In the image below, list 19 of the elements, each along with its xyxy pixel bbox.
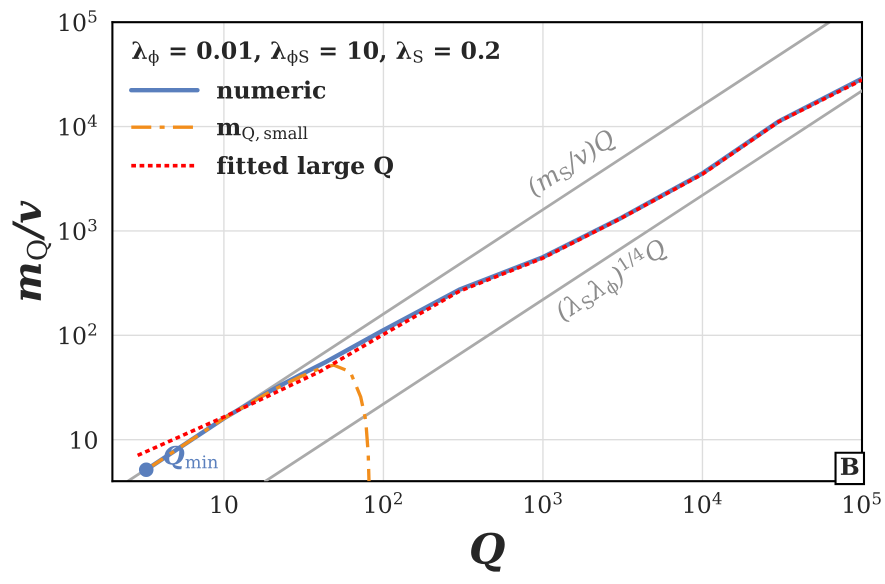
y-tick-label: 10$^{2}$ xyxy=(60,323,96,344)
x-axis-title: Q xyxy=(471,532,505,572)
legend-title: λ$_{ϕ}$ = 0.01, λ$_{ϕS}$ = 10, λ$_{S}$ = 0.2 xyxy=(132,41,499,66)
x-tick-label: 10$^{5}$ xyxy=(844,492,881,514)
y-tick-label: 10 xyxy=(71,431,97,449)
x-tick-label: 10$^{3}$ xyxy=(525,492,562,514)
x-tick-label: 10 xyxy=(212,496,238,514)
annotation: B xyxy=(840,458,858,475)
legend-label: numeric xyxy=(217,80,326,99)
legend-label: m$_{Q,small}$ xyxy=(217,122,308,142)
y-tick-label: 10$^{3}$ xyxy=(60,218,96,240)
text: (λ$_{S}$λ$_{ϕ}$)$^{1/4}$Q xyxy=(552,234,672,328)
y-axis-title: m$_{Q}$/v xyxy=(12,200,52,300)
x-tick-label: 10$^{2}$ xyxy=(366,492,402,514)
y-tick-label: 10$^{4}$ xyxy=(60,114,97,136)
legend-label: fitted large Q xyxy=(217,156,393,180)
y-tick-label: 10$^{5}$ xyxy=(60,10,96,32)
x-tick-label: 10$^{4}$ xyxy=(684,492,722,514)
text: (m$_{S}$/v)Q xyxy=(524,127,619,200)
